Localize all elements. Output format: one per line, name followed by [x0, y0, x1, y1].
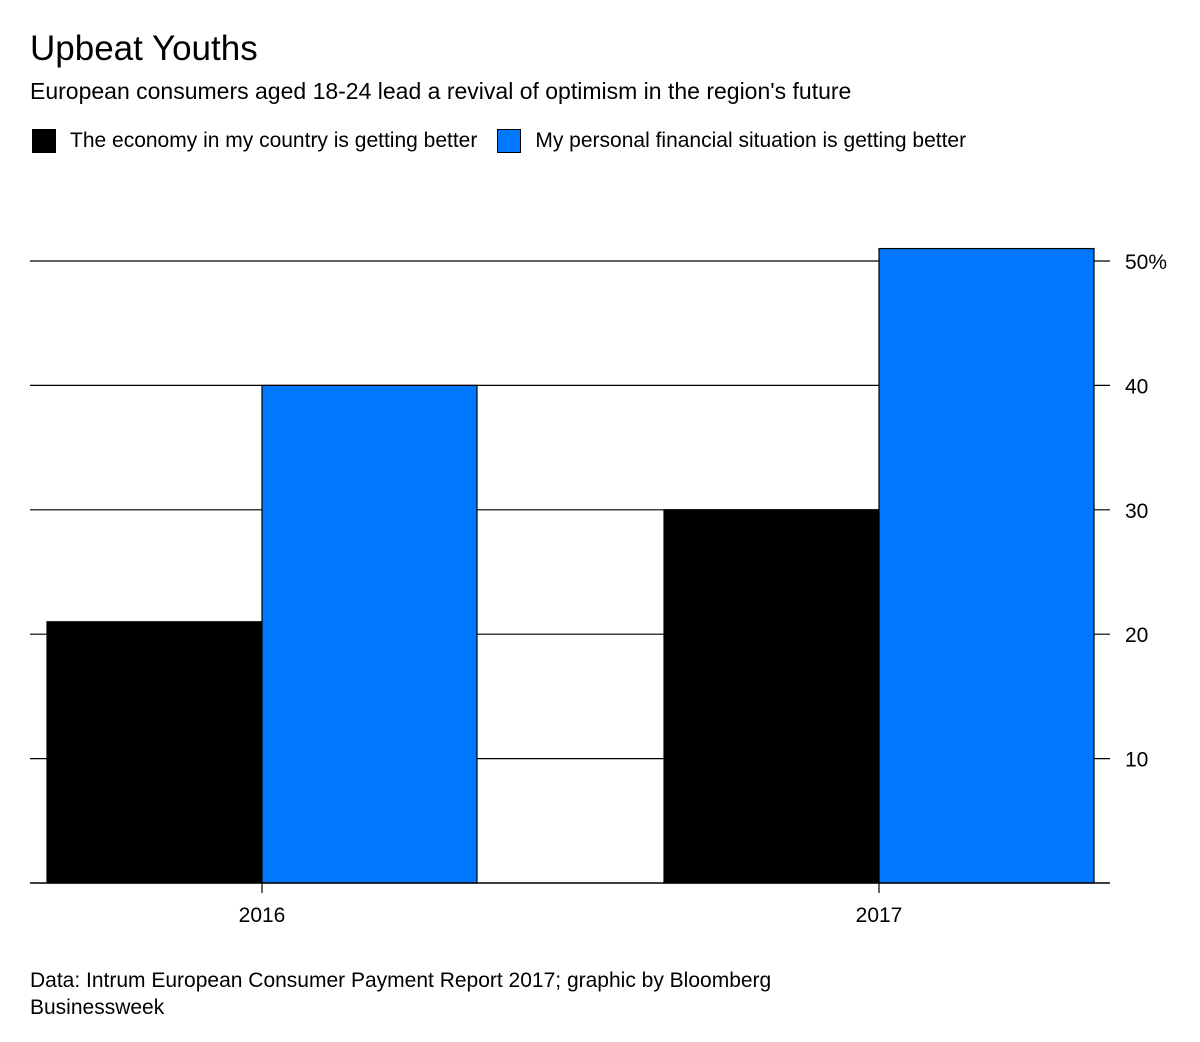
legend-swatch-personal — [497, 129, 522, 153]
bar-2016-series-1 — [46, 621, 263, 884]
y-tick-label: 20 — [1125, 624, 1148, 647]
chart-subtitle: European consumers aged 18-24 lead a rev… — [30, 78, 852, 104]
bar-chart: 10 20 30 40 50% 2016 2017 — [30, 247, 1167, 927]
source-note: Data: Intrum European Consumer Payment R… — [30, 969, 772, 1019]
y-tick-label: 40 — [1125, 375, 1148, 398]
legend: The economy in my country is getting bet… — [32, 129, 986, 153]
x-tick-label: 2017 — [856, 904, 903, 927]
y-tick-label: 50% — [1125, 251, 1167, 274]
legend-item-economy: The economy in my country is getting bet… — [32, 129, 477, 153]
x-tick-label: 2016 — [239, 904, 286, 927]
chart-title: Upbeat Youths — [30, 29, 258, 68]
legend-swatch-economy — [32, 129, 56, 153]
y-tick-label: 10 — [1125, 749, 1148, 772]
bar-2016-series-2 — [261, 384, 478, 884]
legend-label-personal: My personal financial situation is getti… — [535, 129, 967, 152]
y-tick-label: 30 — [1125, 500, 1148, 523]
legend-item-personal: My personal financial situation is getti… — [497, 129, 966, 153]
bar-2017-series-1 — [663, 509, 880, 884]
legend-label-economy: The economy in my country is getting bet… — [70, 129, 478, 152]
bar-2017-series-2 — [878, 247, 1095, 884]
